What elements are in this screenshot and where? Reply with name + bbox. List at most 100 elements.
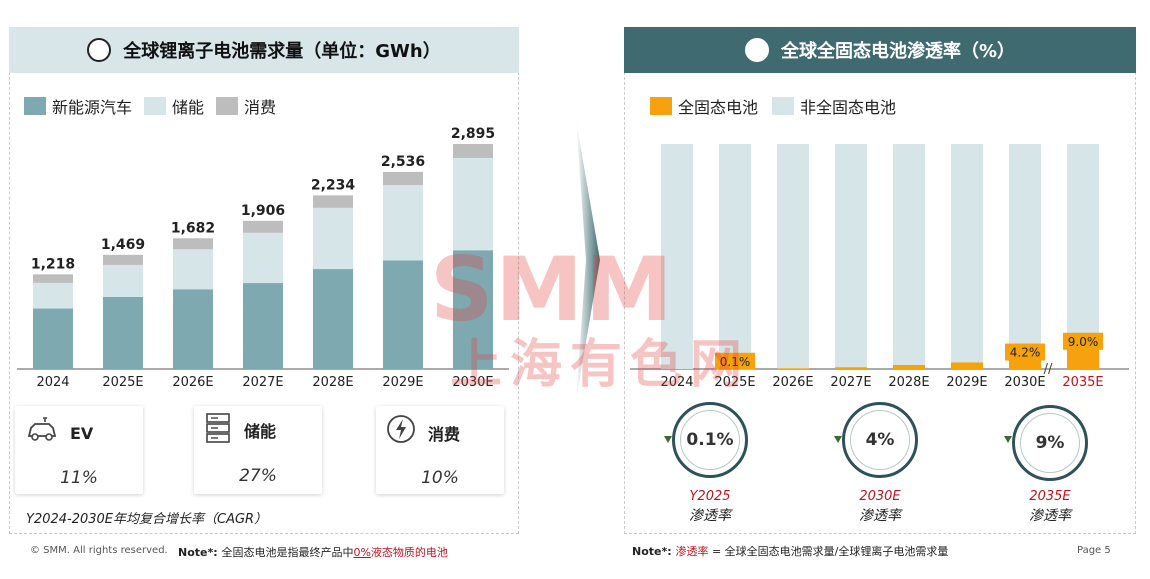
bar-total-label: 2,536	[381, 154, 425, 170]
circle-icon	[744, 38, 769, 62]
left-legend: 新能源汽车 储能 消费	[24, 94, 288, 118]
bar-segment-solid-state	[835, 367, 867, 369]
bar-segment-solid-state	[951, 362, 983, 369]
x-tick-label: 2026E	[772, 375, 813, 390]
left-panel-title: 全球锂离子电池需求量（单位：GWh）	[123, 41, 441, 62]
data-label-box	[1005, 343, 1045, 361]
legend-label: 全固态电池	[678, 98, 759, 117]
bar-total-label: 1,906	[241, 203, 285, 219]
legend-swatch	[650, 97, 672, 115]
consumer-card-value: 10%	[421, 468, 459, 488]
bar-total-label: 1,682	[171, 220, 215, 236]
data-label-box	[1063, 332, 1103, 350]
bar-segment-solid-state	[777, 368, 809, 369]
bar-segment-non-solid-state	[719, 144, 751, 369]
bar-segment-consumer	[243, 220, 283, 233]
ev-card: EV 11%	[15, 406, 143, 494]
right-legend: 全固态电池 非全固态电池	[650, 94, 908, 118]
legend-item-storage: 储能	[144, 94, 204, 118]
bar-segment-non-solid-state	[835, 144, 867, 368]
bar-segment-consumer	[383, 171, 423, 186]
bar-segment-solid-state	[1009, 359, 1041, 369]
axis-break-mark: //	[1044, 362, 1053, 377]
legend-swatch	[144, 97, 167, 115]
x-tick-label: 2027E	[242, 375, 283, 390]
x-tick-label: 2030E	[1004, 375, 1045, 390]
bar-segment-ev	[173, 289, 213, 369]
bar-segment-ev	[103, 296, 143, 369]
bar-segment-non-solid-state	[893, 144, 925, 365]
x-tick-label: 2026E	[172, 375, 213, 390]
chevron-arrow-icon	[576, 120, 600, 400]
legend-label: 消费	[244, 98, 277, 117]
server-icon	[206, 413, 230, 443]
consumer-card-title: 消费	[428, 425, 461, 444]
x-tick-label: 2025E	[102, 375, 143, 390]
footnote-text: = 全球全固态电池需求量/全球锂离子电池需求量	[708, 545, 949, 558]
bar-segment-consumer	[33, 274, 73, 283]
bar-segment-ev	[243, 283, 283, 369]
legend-swatch	[24, 97, 46, 115]
x-tick-label: 2029E	[382, 375, 423, 390]
footnote-text: 全固态电池是指最终产品中	[221, 546, 354, 559]
penetration-label: 渗透率	[689, 508, 731, 524]
bar-segment-ev	[453, 250, 493, 369]
bar-segment-consumer	[173, 238, 213, 250]
bar-total-label: 1,469	[101, 237, 145, 253]
triangle-marker-icon	[834, 436, 842, 443]
x-tick-label: 2030E	[452, 375, 493, 390]
bar-segment-storage	[243, 232, 283, 284]
bar-segment-non-solid-state	[951, 144, 983, 363]
ev-card-value: 11%	[60, 468, 98, 488]
data-label: 4.2%	[1010, 346, 1041, 360]
triangle-marker-icon	[1004, 436, 1012, 443]
bar-segment-storage	[103, 264, 143, 297]
legend-item-solid-state: 全固态电池	[650, 94, 758, 118]
x-tick-label: 2025E	[714, 375, 755, 390]
bar-segment-storage	[383, 185, 423, 261]
penetration-label: 渗透率	[1029, 508, 1071, 524]
page-number: Page 5	[1077, 545, 1111, 556]
right-panel-header: 全球全固态电池渗透率（%）	[624, 27, 1136, 73]
x-tick-label: 2028E	[312, 375, 353, 390]
ev-car-icon	[27, 417, 57, 441]
penetration-circle-2030: 4%	[842, 402, 918, 478]
bar-total-label: 1,218	[31, 256, 75, 272]
ev-card-title: EV	[70, 424, 94, 443]
data-label-box	[715, 352, 755, 370]
x-tick-label: 2024	[36, 375, 69, 390]
footnote-highlight: 渗透率	[675, 545, 709, 558]
legend-item-ev: 新能源汽车	[24, 94, 132, 118]
penetration-circle-2025: 0.1%	[672, 402, 748, 478]
footnote-prefix: Note*:	[632, 545, 676, 558]
legend-label: 非全固态电池	[800, 98, 897, 117]
lightning-icon	[387, 415, 415, 443]
bar-total-label: 2,895	[451, 126, 495, 142]
footnote-left: Note*: 全固态电池是指最终产品中0%液态物质的电池	[178, 544, 448, 560]
consumer-card: 消费 10%	[376, 406, 504, 494]
circle-icon	[87, 38, 112, 62]
penetration-circle-2035: 9%	[1012, 405, 1088, 481]
legend-label: 新能源汽车	[52, 98, 133, 117]
penetration-year: 2035E	[1029, 489, 1071, 504]
bar-total-label: 2,234	[311, 177, 356, 193]
bar-segment-non-solid-state	[777, 144, 809, 369]
legend-item-non-solid-state: 非全固态电池	[772, 94, 896, 118]
penetration-value: 0.1%	[680, 410, 740, 470]
bar-segment-consumer	[103, 254, 143, 265]
storage-card-value: 27%	[239, 466, 277, 486]
bar-segment-ev	[33, 308, 73, 369]
right-stacked-bar-chart: 2024 0.1% 2025E 2026E 2027E 2028E 2029E 4.2% 203…	[630, 144, 1129, 390]
x-tick-label: 2027E	[830, 375, 871, 390]
bar-segment-storage	[313, 207, 353, 270]
bar-segment-storage	[173, 249, 213, 290]
x-tick-label: 2029E	[946, 375, 987, 390]
legend-swatch	[216, 97, 239, 115]
legend-label: 储能	[172, 98, 205, 117]
copyright: © SMM. All rights reserved.	[30, 545, 168, 556]
penetration-label: 渗透率	[859, 508, 901, 524]
x-tick-label: 2035E	[1062, 375, 1103, 390]
footnote-highlight-text: 液态物质的电池	[370, 546, 448, 559]
storage-card-title: 储能	[244, 422, 277, 441]
data-label: 0.1%	[720, 355, 751, 369]
